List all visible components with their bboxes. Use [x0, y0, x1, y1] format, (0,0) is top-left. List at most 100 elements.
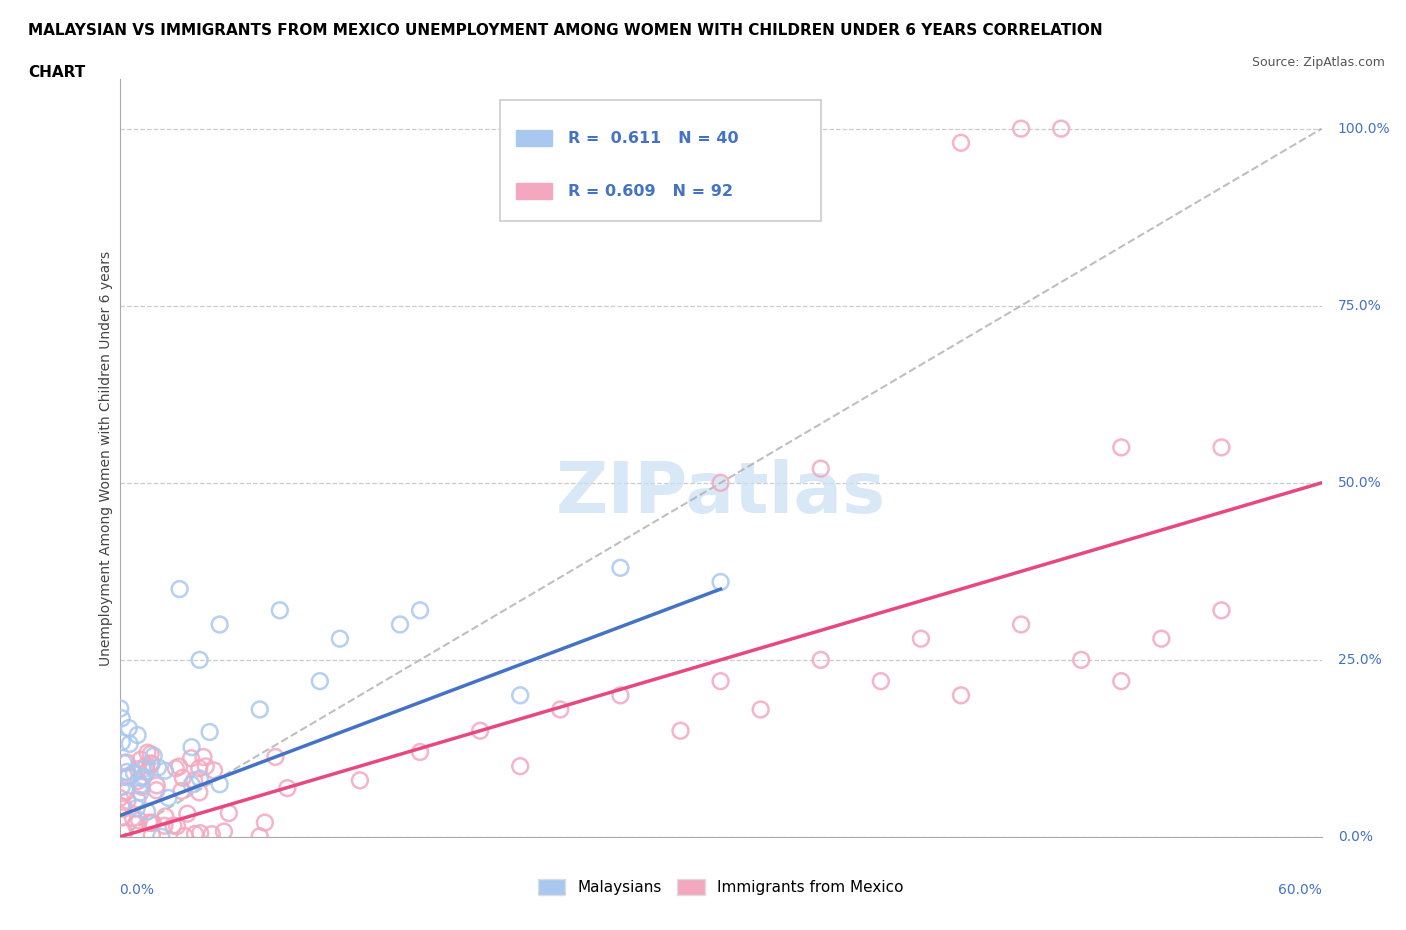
- Point: [709, 475, 731, 490]
- Point: [129, 785, 152, 800]
- Point: [145, 777, 167, 792]
- Point: [132, 762, 155, 777]
- Text: 25.0%: 25.0%: [1337, 653, 1382, 667]
- Point: [609, 561, 631, 576]
- Text: 100.0%: 100.0%: [1337, 122, 1391, 136]
- Point: [188, 785, 211, 800]
- Point: [135, 758, 157, 773]
- Point: [122, 811, 145, 826]
- Text: ZIPatlas: ZIPatlas: [555, 458, 886, 528]
- Point: [180, 739, 202, 754]
- Point: [212, 824, 235, 839]
- Text: 0.0%: 0.0%: [120, 884, 155, 897]
- Point: [709, 673, 731, 688]
- Point: [110, 779, 132, 794]
- Point: [1150, 631, 1173, 646]
- Point: [117, 768, 139, 783]
- Point: [910, 631, 932, 646]
- Point: [183, 773, 205, 788]
- Point: [131, 771, 153, 786]
- Point: [409, 603, 432, 618]
- Point: [869, 673, 891, 688]
- Point: [112, 755, 135, 770]
- Point: [142, 816, 165, 830]
- Point: [170, 784, 193, 799]
- Point: [264, 750, 287, 764]
- Point: [162, 818, 184, 833]
- Text: R = 0.609   N = 92: R = 0.609 N = 92: [568, 184, 734, 199]
- Point: [122, 765, 145, 780]
- Point: [188, 761, 211, 776]
- Point: [146, 760, 169, 775]
- Text: R =  0.611   N = 40: R = 0.611 N = 40: [568, 131, 740, 146]
- Point: [110, 799, 132, 814]
- Point: [136, 745, 159, 760]
- Point: [153, 764, 176, 778]
- Point: [309, 673, 332, 688]
- Point: [329, 631, 352, 646]
- Point: [115, 784, 138, 799]
- Point: [208, 617, 231, 631]
- Point: [173, 829, 195, 844]
- Point: [609, 688, 631, 703]
- Point: [125, 817, 148, 831]
- Point: [1050, 121, 1073, 136]
- Point: [470, 724, 492, 738]
- Point: [749, 702, 772, 717]
- Point: [249, 702, 271, 717]
- Text: 0.0%: 0.0%: [1337, 830, 1372, 844]
- Point: [129, 777, 152, 792]
- Point: [115, 755, 138, 770]
- Point: [810, 461, 832, 476]
- Point: [176, 806, 198, 821]
- Point: [1211, 603, 1233, 618]
- Point: [349, 773, 371, 788]
- Point: [548, 702, 571, 717]
- Point: [125, 801, 148, 816]
- Point: [208, 777, 231, 791]
- Point: [253, 816, 276, 830]
- Point: [115, 764, 138, 779]
- Point: [112, 802, 135, 817]
- Point: [1070, 653, 1092, 668]
- Point: [388, 617, 411, 631]
- Point: [180, 751, 202, 765]
- Point: [193, 750, 215, 764]
- Point: [132, 769, 155, 784]
- Point: [108, 790, 131, 805]
- Point: [111, 735, 134, 750]
- Point: [669, 724, 692, 738]
- Point: [276, 780, 298, 795]
- Point: [188, 653, 211, 668]
- Point: [127, 792, 149, 807]
- Point: [950, 688, 973, 703]
- Point: [509, 688, 531, 703]
- Point: [180, 777, 202, 792]
- Point: [169, 581, 191, 596]
- Text: MALAYSIAN VS IMMIGRANTS FROM MEXICO UNEMPLOYMENT AMONG WOMEN WITH CHILDREN UNDER: MALAYSIAN VS IMMIGRANTS FROM MEXICO UNEM…: [28, 23, 1102, 38]
- Point: [118, 737, 141, 751]
- Point: [117, 770, 139, 785]
- Point: [138, 816, 160, 830]
- Bar: [516, 183, 553, 199]
- Point: [141, 828, 163, 843]
- Point: [157, 790, 180, 805]
- Point: [129, 752, 152, 767]
- Point: [184, 827, 207, 842]
- Point: [1211, 440, 1233, 455]
- Point: [188, 771, 211, 786]
- Point: [167, 759, 190, 774]
- Point: [1010, 121, 1032, 136]
- Point: [111, 810, 134, 825]
- Point: [155, 809, 177, 824]
- Point: [409, 745, 432, 760]
- Point: [709, 575, 731, 590]
- Point: [153, 818, 176, 833]
- Point: [127, 774, 149, 789]
- Point: [188, 826, 211, 841]
- Point: [135, 764, 157, 778]
- Point: [172, 770, 194, 785]
- Text: Source: ZipAtlas.com: Source: ZipAtlas.com: [1251, 56, 1385, 69]
- Point: [136, 804, 159, 819]
- Legend: Malaysians, Immigrants from Mexico: Malaysians, Immigrants from Mexico: [531, 873, 910, 901]
